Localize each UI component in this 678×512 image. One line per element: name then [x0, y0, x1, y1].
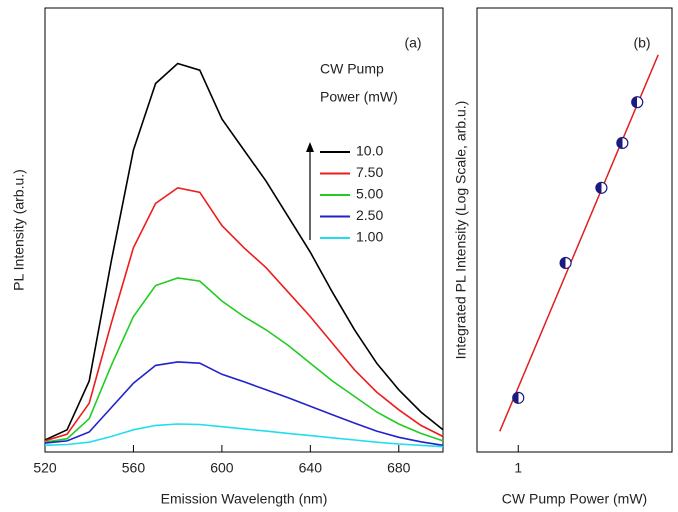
x-tick-label: 1 — [514, 460, 522, 476]
data-point — [595, 181, 608, 194]
x-tick-label: 520 — [33, 460, 57, 476]
data-point — [631, 96, 644, 109]
y-axis-label: Integrated PL Intensity (Log Scale, arb.… — [453, 101, 469, 360]
legend-title: CW Pump — [320, 61, 384, 77]
spectrum-line — [44, 423, 444, 448]
panel-label: (b) — [633, 35, 650, 51]
x-tick-label: 640 — [299, 460, 323, 476]
x-tick-label: 560 — [122, 460, 146, 476]
x-tick-label: 680 — [387, 460, 411, 476]
x-axis-label: Emission Wavelength (nm) — [161, 491, 328, 507]
panel-label: (a) — [404, 35, 421, 51]
x-tick-label: 600 — [210, 460, 234, 476]
data-point — [512, 391, 525, 404]
spectrum-line — [44, 186, 444, 442]
legend-label: 1.00 — [356, 229, 383, 245]
legend-arrowhead — [306, 142, 314, 152]
legend-label: 2.50 — [356, 207, 383, 223]
data-point — [559, 256, 572, 270]
legend-label: 10.0 — [356, 143, 383, 159]
legend-label: 7.50 — [356, 164, 383, 180]
spectrum-line — [44, 277, 444, 443]
x-axis-label: CW Pump Power (mW) — [502, 491, 647, 507]
fit-line — [499, 54, 659, 432]
legend-title: Power (mW) — [320, 89, 398, 105]
plot-frame — [476, 7, 673, 453]
spectrum-line — [44, 361, 444, 447]
plot-frame — [44, 7, 444, 453]
y-axis-label: PL Intensity (arb.u.) — [11, 169, 27, 291]
legend-label: 5.00 — [356, 186, 383, 202]
spectrum-line — [44, 62, 444, 441]
data-point — [616, 136, 629, 150]
